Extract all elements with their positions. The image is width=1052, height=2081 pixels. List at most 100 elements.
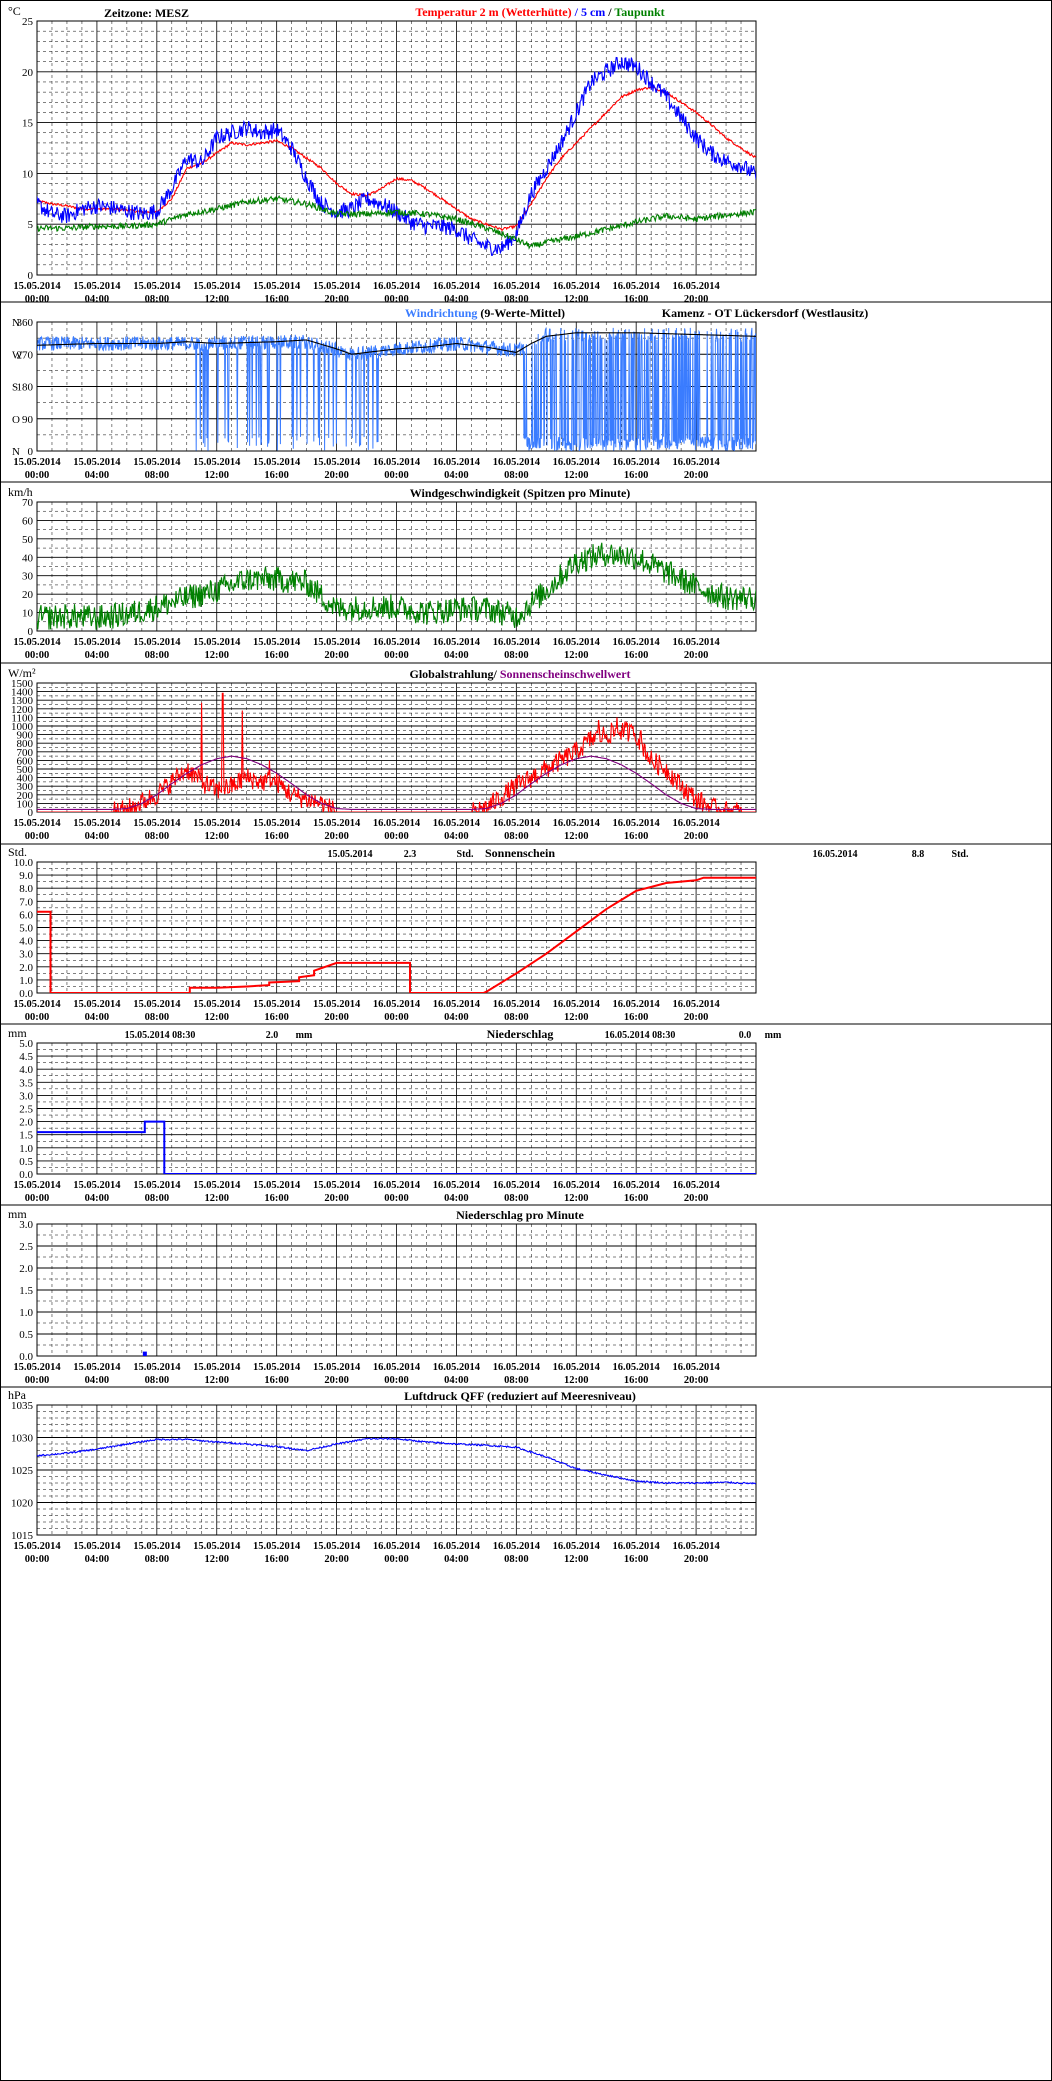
x-tick-label: 16:00 (624, 1193, 649, 1204)
y-tick-label: 0.5 (19, 1329, 33, 1341)
x-tick-label: 16:00 (264, 1554, 289, 1565)
x-tick-label: 16.05.2014 (373, 457, 421, 468)
x-tick-label: 16.05.2014 (613, 818, 661, 829)
x-tick-label: 08:00 (145, 1375, 170, 1386)
x-tick-label: 04:00 (85, 1375, 110, 1386)
x-tick-label: 15.05.2014 (253, 1541, 301, 1552)
y-tick-label: 20 (22, 67, 34, 79)
x-tick-label: 00:00 (25, 1554, 50, 1565)
x-tick-label: 00:00 (25, 470, 50, 481)
x-tick-label: 08:00 (504, 831, 529, 842)
chart-title: Windgeschwindigkeit (Spitzen pro Minute) (410, 486, 631, 500)
x-tick-label: 16.05.2014 (672, 1362, 720, 1373)
x-tick-label: 16:00 (264, 470, 289, 481)
y-tick-label: 1200 (11, 704, 34, 716)
x-tick-label: 16.05.2014 (493, 1362, 541, 1373)
annotation-unit: mm (296, 1030, 313, 1041)
y-tick-label: 3.0 (19, 1219, 33, 1231)
x-tick-label: 15.05.2014 (133, 1180, 181, 1191)
x-tick-label: 16.05.2014 (493, 281, 541, 292)
x-tick-label: 12:00 (564, 1375, 589, 1386)
series-windrichtung (37, 326, 756, 451)
x-tick-label: 15.05.2014 (13, 637, 61, 648)
x-tick-label: 16.05.2014 (553, 1180, 601, 1191)
plot-frame (36, 501, 757, 632)
x-tick-label: 08:00 (145, 650, 170, 661)
x-tick-label: 15.05.2014 (253, 637, 301, 648)
annotation-unit: Std. (457, 849, 474, 860)
annotation-unit: mm (765, 1030, 782, 1041)
x-tick-label: 16.05.2014 (493, 457, 541, 468)
x-tick-label: 04:00 (85, 1012, 110, 1023)
x-tick-label: 16.05.2014 (433, 1180, 481, 1191)
grid (36, 861, 757, 994)
x-tick-label: 15.05.2014 (73, 1541, 121, 1552)
x-tick-label: 16.05.2014 (373, 1362, 421, 1373)
chart-pressure: 1015 1020 1025 1030 1035 15.05.2014 00:00 15.05… (8, 1388, 757, 1565)
chart-title: Niederschlag pro Minute (456, 1208, 584, 1222)
x-tick-label: 04:00 (85, 650, 110, 661)
x-tick-label: 16.05.2014 (493, 1541, 541, 1552)
unit-label: °C (8, 4, 21, 18)
x-tick-label: 16.05.2014 (553, 637, 601, 648)
y-tick-label: 2.5 (19, 1104, 33, 1116)
x-tick-label: 16:00 (264, 294, 289, 305)
y-tick-label: 0.0 (19, 988, 33, 1000)
x-tick-label: 20:00 (684, 831, 709, 842)
y-tick-label: 1400 (11, 687, 34, 699)
x-tick-label: 15.05.2014 (193, 457, 241, 468)
x-tick-label: 20:00 (684, 650, 709, 661)
x-tick-label: 15.05.2014 (253, 818, 301, 829)
x-tick-label: 15.05.2014 (313, 1362, 361, 1373)
x-tick-label: 16.05.2014 (672, 818, 720, 829)
plot-frame (36, 1404, 757, 1536)
unit-label: hPa (8, 1388, 27, 1402)
x-tick-label: 04:00 (85, 1193, 110, 1204)
y-tick-label: 5.0 (19, 1038, 33, 1050)
y-tick-label: 70 (22, 497, 34, 509)
x-tick-label: 16.05.2014 (613, 1180, 661, 1191)
x-tick-label: 08:00 (145, 831, 170, 842)
y-tick-label: 800 (17, 738, 34, 750)
annotation-date: 16.05.2014 08:30 (605, 1030, 676, 1041)
y-tick-label: 400 (17, 773, 34, 785)
y-tick-label: 9.0 (19, 870, 33, 882)
x-tick-label: 12:00 (205, 470, 230, 481)
x-tick-label: 16:00 (264, 650, 289, 661)
x-tick-label: 15.05.2014 (133, 999, 181, 1010)
x-tick-label: 16.05.2014 (493, 1180, 541, 1191)
x-tick-label: 16:00 (264, 1012, 289, 1023)
chart-title-part: Windrichtung (405, 306, 477, 320)
x-tick-label: 15.05.2014 (193, 1362, 241, 1373)
y-tick-label: 2.0 (19, 962, 33, 974)
x-tick-label: 20:00 (324, 1375, 349, 1386)
y-tick-label: 4.5 (19, 1051, 33, 1063)
x-tick-label: 15.05.2014 (73, 457, 121, 468)
x-tick-label: 16.05.2014 (672, 637, 720, 648)
chart-title: Luftdruck QFF (reduziert auf Meeresnivea… (404, 1389, 636, 1403)
x-tick-label: 08:00 (504, 1193, 529, 1204)
y-tick-label: 20 (22, 589, 34, 601)
x-tick-label: 15.05.2014 (193, 1541, 241, 1552)
timezone-label: Zeitzone: MESZ (104, 6, 189, 20)
x-tick-label: 16:00 (624, 470, 649, 481)
x-tick-label: 16.05.2014 (433, 281, 481, 292)
x-tick-label: 12:00 (564, 1193, 589, 1204)
x-tick-label: 15.05.2014 (253, 281, 301, 292)
x-tick-label: 15.05.2014 (13, 457, 61, 468)
x-tick-label: 04:00 (444, 470, 469, 481)
series-niederschlag (37, 1120, 756, 1174)
x-tick-label: 15.05.2014 (253, 1362, 301, 1373)
series-group (142, 1351, 147, 1356)
x-tick-label: 16.05.2014 (613, 1362, 661, 1373)
x-tick-label: 16:00 (624, 1554, 649, 1565)
grid (36, 682, 757, 813)
x-tick-label: 16:00 (264, 1193, 289, 1204)
x-tick-label: 04:00 (85, 831, 110, 842)
series-sonnenscheinschwellwert (37, 755, 756, 810)
x-tick-label: 08:00 (504, 470, 529, 481)
x-tick-label: 04:00 (444, 1012, 469, 1023)
chart-title-part: Sonnenscheinschwellwert (500, 667, 631, 681)
y-tick-label: 0 (28, 807, 34, 819)
x-tick-label: 12:00 (205, 1193, 230, 1204)
